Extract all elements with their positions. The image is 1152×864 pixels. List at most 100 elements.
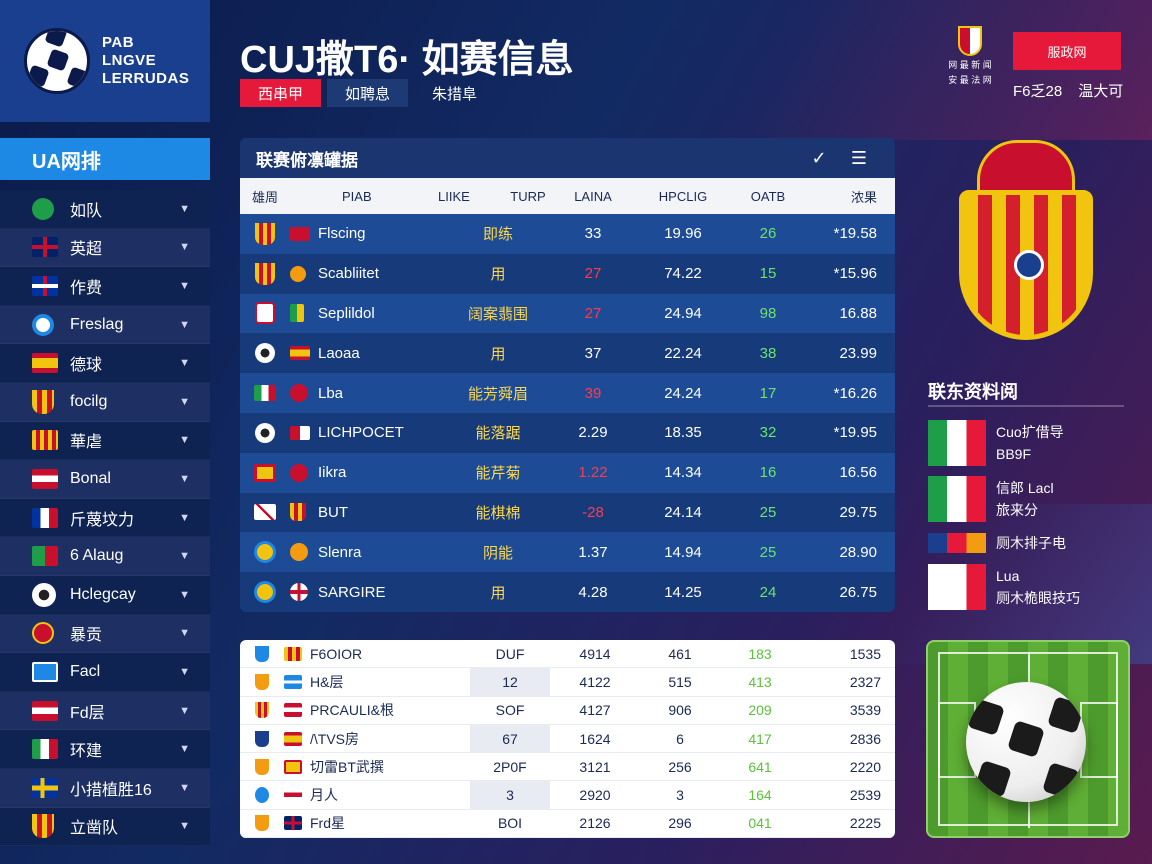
table-row[interactable]: F6OIOR DUF 4914 461 183 1535 [240,640,895,669]
header-info-left[interactable]: F6乏28 [1013,83,1063,100]
sidebar-item[interactable]: Freslag ▼ [0,305,210,345]
column-header[interactable]: 雄周 [251,189,278,205]
tab-3[interactable]: 朱措阜 [432,85,478,103]
sidebar-item[interactable]: 小措植胜16 ▼ [0,768,210,808]
fixtures-table: F6OIOR DUF 4914 461 183 1535 H&层 12 4122 515 413 2… [240,640,895,838]
stat-cell: 14.34 [664,464,702,482]
flag-icon [284,759,302,774]
chevron-down-icon: ▼ [179,434,190,447]
table-row[interactable]: Slenra 阴能 1.37 14.94 25 28.90 [240,532,895,573]
check-icon[interactable]: ✓ [811,147,827,168]
stat-cell: 26.75 [839,583,877,601]
sidebar-item[interactable]: 華虐 ▼ [0,421,210,461]
flag-icon [290,304,304,323]
column-header[interactable]: LIIKE [438,188,470,204]
table-row[interactable]: LICHPOCET 能落踞 2.29 18.35 32 *19.95 [240,412,895,453]
table-row[interactable]: PRCAULI&根 SOF 4127 906 209 3539 [240,697,895,725]
tab-2[interactable]: 如聘息 [327,79,409,107]
table-row[interactable]: /\TVS房 67 1624 6 417 2836 [240,724,895,754]
sidebar-item[interactable]: Facl ▼ [0,653,210,692]
sidebar-item[interactable]: focilg ▼ [0,382,210,422]
table-row[interactable]: Iikra 能芹菊 1.22 14.34 16 16.56 [240,452,895,493]
flag-icon [32,275,58,296]
column-header[interactable]: TURP [510,188,546,204]
table-row[interactable]: Seplildol 阔案翡围 27 24.94 98 16.88 [240,293,895,334]
menu-icon[interactable]: ☰ [850,147,868,168]
turf-cell: 阔案翡围 [467,305,528,323]
stat-cell: 14.94 [664,543,702,561]
column-header[interactable]: PIAB [342,188,372,204]
header-action-button[interactable]: 服政网 [1013,32,1121,70]
table-row[interactable]: Lba 能芳舜眉 39 24.24 17 *16.26 [240,373,895,413]
sidebar-item[interactable]: Hclegcay ▼ [0,575,210,615]
table-row[interactable]: 月人 3 2920 3 164 2539 [240,781,895,810]
header-info-right[interactable]: 温大可 [1078,83,1124,100]
sidebar-item[interactable]: 环建 ▼ [0,730,210,769]
emblem-icon [1014,250,1044,280]
team-name: Slenra [318,543,362,561]
flag-icon [32,777,58,798]
sidebar-item[interactable]: 英超 ▼ [0,228,210,268]
sidebar-item[interactable]: Fd层 ▼ [0,691,210,731]
sidebar-item[interactable]: Bonal ▼ [0,460,210,499]
sidebar-item-label: 作费 [70,279,103,297]
stat-cell: 2836 [849,730,881,747]
stat-cell: 2539 [849,787,881,804]
table-row[interactable]: 切雷BT武撰 2P0F 3121 256 641 2220 [240,753,895,782]
sidebar-item[interactable]: 6 Alaug ▼ [0,537,210,576]
column-header[interactable]: OATB [750,188,786,204]
stat-cell: 2220 [849,758,881,775]
stat-cell: 4.28 [578,583,608,601]
team-name: Seplildol [318,304,375,322]
turf-cell: 用 [490,345,506,363]
stat-cell: 183 [748,645,772,662]
stat-cell: 209 [748,702,772,719]
tab-1[interactable]: 西串甲 [240,79,322,107]
sidebar-item-label: 暴贡 [70,627,103,645]
chevron-down-icon: ▼ [179,665,190,678]
sidebar-item[interactable]: 斤蔑坟力 ▼ [0,498,210,538]
stat-cell: 25 [759,543,777,561]
club-badge-icon [254,541,276,564]
table-row[interactable]: BUT 能棋棉 -28 24.14 25 29.75 [240,492,895,533]
column-header[interactable]: HPCLIG [658,188,708,204]
info-item[interactable]: 厕木排子电 [928,532,1138,554]
info-item[interactable]: Lua 厕木桅眼技巧 [928,564,1138,610]
chevron-down-icon: ▼ [179,588,190,601]
column-header[interactable]: 浓果 [850,189,877,205]
chevron-down-icon: ▼ [179,743,190,756]
app-logo[interactable]: PAB LNGVE LERRUDAS [0,0,210,122]
sidebar-item[interactable]: 德球 ▼ [0,344,210,383]
table-row[interactable]: SARGIRE 用 4.28 14.25 24 26.75 [240,572,895,612]
club-crest-icon [255,702,269,719]
table-row[interactable]: Frd星 BOI 2126 296 041 2225 [240,810,895,838]
flag-icon [32,430,58,451]
stat-cell: 906 [668,702,692,719]
italy-flag-icon [254,385,276,402]
table-row[interactable]: Laoaa 用 37 22.24 38 23.99 [240,333,895,374]
chevron-down-icon: ▼ [179,781,190,794]
table-row[interactable]: Scabliitet 用 27 74.22 15 *15.96 [240,253,895,294]
sidebar-item-label: Hclegcay [70,585,136,603]
club-crest-small[interactable]: 网 最 新 闻 安 最 法 网 [942,26,998,86]
info-item[interactable]: 信郎 Lacl 旅来分 [928,476,1138,522]
club-badge-icon [32,313,54,336]
sidebar-item[interactable]: 如队 ▼ [0,190,210,229]
sidebar-item[interactable]: 暴贡 ▼ [0,614,210,654]
stat-cell: *15.96 [833,265,877,283]
table-row[interactable]: Flscing 即练 33 19.96 26 *19.58 [240,214,895,254]
sidebar-item-label: 德球 [70,357,103,375]
table-row[interactable]: H&层 12 4122 515 413 2327 [240,668,895,697]
club-badge-icon [255,787,269,804]
sidebar-item-label: 小措植胜16 [70,781,152,799]
column-header[interactable]: LAINA [574,188,612,204]
team-name: Flscing [318,225,366,243]
stat-cell: 1.37 [578,543,608,561]
info-title: 联东资料阅 [928,382,1018,402]
stat-cell: 27 [584,304,602,322]
flag-icon [290,265,306,282]
shield-icon [959,190,1093,340]
sidebar-item[interactable]: 作费 ▼ [0,267,210,306]
sidebar-item[interactable]: 立凿队 ▼ [0,807,210,847]
info-item[interactable]: Cuo扩借导 BB9F [928,420,1138,466]
